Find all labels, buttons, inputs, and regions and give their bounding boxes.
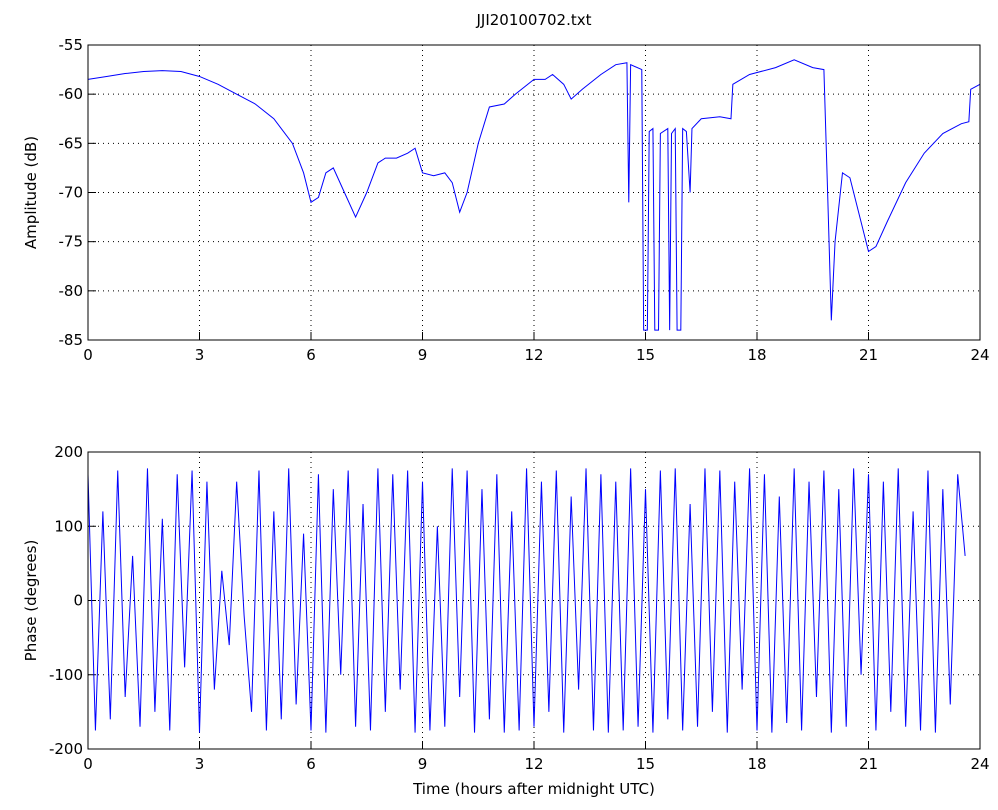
y-tick-label: -65 <box>59 134 84 152</box>
y-tick-label: 100 <box>54 517 83 535</box>
y-tick-label: -70 <box>59 184 84 202</box>
x-tick-label: 6 <box>306 755 316 773</box>
x-tick-label: 0 <box>83 346 93 364</box>
y-tick-label: 0 <box>73 592 83 610</box>
y-tick-label: -100 <box>49 666 83 684</box>
y-tick-label: -85 <box>59 331 84 349</box>
x-tick-label: 18 <box>747 755 766 773</box>
x-tick-label: 6 <box>306 346 316 364</box>
x-tick-label: 21 <box>859 755 878 773</box>
x-tick-label: 9 <box>418 346 428 364</box>
axes-box <box>87 44 981 341</box>
x-tick-label: 3 <box>195 755 205 773</box>
y-axis-label: Phase (degrees) <box>22 540 40 662</box>
chart-title: JJI20100702.txt <box>475 11 591 29</box>
data-line <box>87 468 966 733</box>
axes-box <box>87 451 981 750</box>
y-tick-label: -75 <box>59 233 84 251</box>
data-line <box>87 59 981 331</box>
x-tick-label: 15 <box>636 755 655 773</box>
x-tick-label: 3 <box>195 346 205 364</box>
x-tick-label: 9 <box>418 755 428 773</box>
y-axis-label: Amplitude (dB) <box>22 136 40 249</box>
x-tick-label: 12 <box>524 755 543 773</box>
y-tick-label: -200 <box>49 740 83 758</box>
x-tick-label: 24 <box>970 755 989 773</box>
x-tick-label: 0 <box>83 755 93 773</box>
y-tick-label: -60 <box>59 85 84 103</box>
x-tick-label: 24 <box>970 346 989 364</box>
x-tick-label: 15 <box>636 346 655 364</box>
y-tick-label: 200 <box>54 443 83 461</box>
x-tick-label: 18 <box>747 346 766 364</box>
x-axis-label: Time (hours after midnight UTC) <box>412 780 655 798</box>
x-tick-label: 12 <box>524 346 543 364</box>
y-tick-label: -55 <box>59 36 84 54</box>
x-tick-label: 21 <box>859 346 878 364</box>
y-tick-label: -80 <box>59 282 84 300</box>
